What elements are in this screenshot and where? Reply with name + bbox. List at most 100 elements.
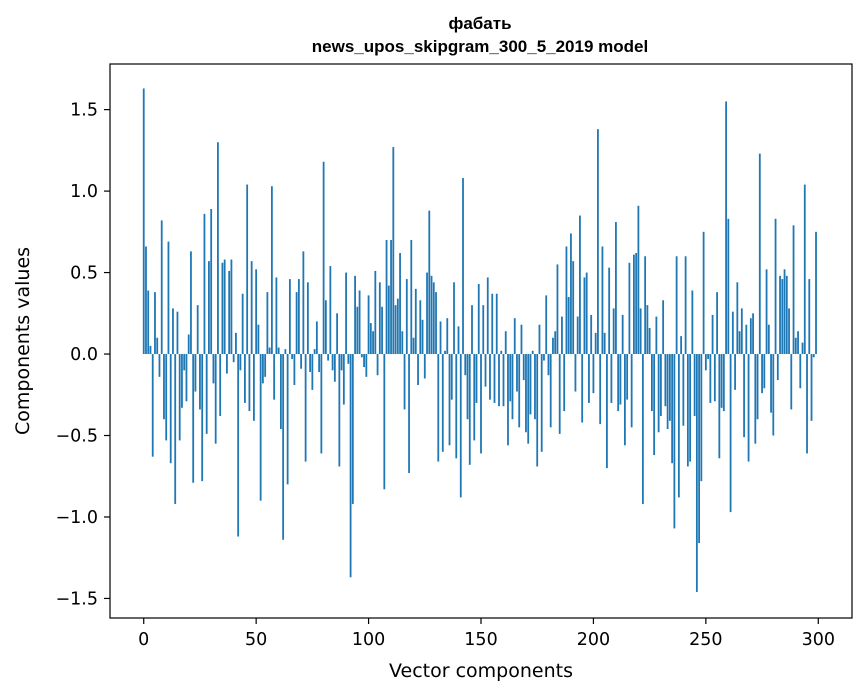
bar-49 — [253, 354, 255, 421]
bar-145 — [468, 354, 471, 465]
bar-137 — [450, 354, 453, 400]
bar-125 — [423, 354, 426, 379]
bar-216 — [628, 262, 631, 355]
bar-254 — [713, 354, 716, 402]
bar-178 — [543, 354, 545, 361]
bar-154 — [489, 354, 491, 400]
bar-153 — [486, 277, 489, 355]
bar-249 — [702, 231, 705, 355]
bar-206 — [606, 354, 608, 469]
bar-262 — [731, 311, 734, 355]
bar-246 — [695, 354, 698, 592]
bar-221 — [639, 308, 642, 355]
bar-126 — [426, 272, 428, 355]
bar-81 — [324, 300, 327, 355]
bar-28 — [205, 354, 208, 434]
bar-259 — [725, 101, 727, 355]
bar-179 — [545, 295, 548, 355]
bar-18 — [183, 354, 186, 371]
bar-217 — [630, 354, 633, 428]
bar-168 — [520, 324, 523, 355]
bar-176 — [538, 324, 541, 355]
bar-201 — [594, 332, 597, 355]
bar-5 — [154, 292, 156, 355]
bar-109 — [387, 285, 390, 355]
bar-4 — [151, 354, 154, 457]
bar-273 — [756, 354, 759, 420]
bar-227 — [653, 354, 656, 456]
bar-199 — [590, 314, 593, 355]
bar-292 — [799, 354, 802, 389]
chart-title: фабать — [448, 14, 511, 33]
bar-84 — [331, 354, 334, 371]
bar-148 — [475, 354, 478, 403]
bar-195 — [581, 354, 584, 423]
x-tick-label: 250 — [689, 630, 722, 650]
bar-269 — [747, 354, 750, 462]
bar-177 — [540, 354, 543, 452]
bar-181 — [549, 354, 552, 428]
bar-240 — [682, 354, 685, 426]
bar-42 — [237, 354, 240, 537]
bar-231 — [662, 300, 665, 355]
bar-6 — [156, 337, 159, 355]
bar-218 — [633, 254, 635, 355]
bar-284 — [781, 279, 784, 355]
bar-289 — [792, 225, 795, 355]
bar-36 — [223, 259, 226, 355]
bar-257 — [720, 354, 723, 408]
bar-248 — [700, 354, 703, 482]
bar-229 — [657, 354, 660, 433]
bar-97 — [360, 354, 363, 358]
bar-188 — [565, 246, 568, 355]
bar-170 — [525, 354, 527, 433]
bar-26 — [201, 354, 204, 482]
bar-266 — [740, 308, 743, 355]
y-tick-label: −1.0 — [56, 508, 99, 528]
bar-294 — [803, 184, 806, 355]
bar-205 — [603, 332, 606, 355]
bar-9 — [163, 354, 165, 420]
bar-94 — [354, 275, 356, 355]
bar-51 — [257, 324, 260, 355]
x-axis-label: Vector components — [389, 660, 573, 682]
bar-208 — [610, 354, 613, 403]
bar-158 — [498, 354, 500, 407]
x-tick-label: 200 — [577, 630, 610, 650]
bar-102 — [372, 331, 374, 355]
y-tick-label: −0.5 — [56, 427, 99, 447]
y-axis-label: Components values — [12, 247, 34, 435]
bar-212 — [619, 354, 622, 405]
bar-242 — [686, 354, 689, 467]
bar-247 — [698, 354, 700, 544]
bar-293 — [801, 342, 804, 355]
y-tick-label: 0.0 — [70, 345, 98, 365]
bar-7 — [158, 354, 161, 377]
bar-183 — [554, 331, 557, 355]
bar-11 — [167, 241, 170, 355]
bar-103 — [374, 270, 377, 355]
bar-265 — [738, 331, 741, 355]
bar-141 — [459, 354, 462, 498]
bar-180 — [547, 354, 550, 376]
bar-88 — [340, 354, 343, 371]
bar-56 — [268, 347, 271, 355]
bar-239 — [680, 336, 683, 355]
bar-31 — [212, 354, 215, 384]
bar-118 — [408, 354, 410, 473]
bar-287 — [788, 308, 790, 355]
bar-75 — [311, 354, 314, 390]
bar-165 — [513, 318, 516, 355]
bar-136 — [448, 354, 451, 446]
bar-244 — [691, 290, 694, 355]
bar-223 — [644, 256, 647, 355]
bar-207 — [608, 267, 611, 355]
bar-121 — [414, 288, 417, 355]
bar-146 — [471, 305, 473, 355]
bar-79 — [320, 354, 323, 454]
bar-297 — [810, 354, 813, 421]
bar-260 — [727, 218, 730, 355]
bar-68 — [295, 292, 298, 355]
bar-236 — [673, 354, 676, 529]
bar-21 — [190, 251, 192, 355]
